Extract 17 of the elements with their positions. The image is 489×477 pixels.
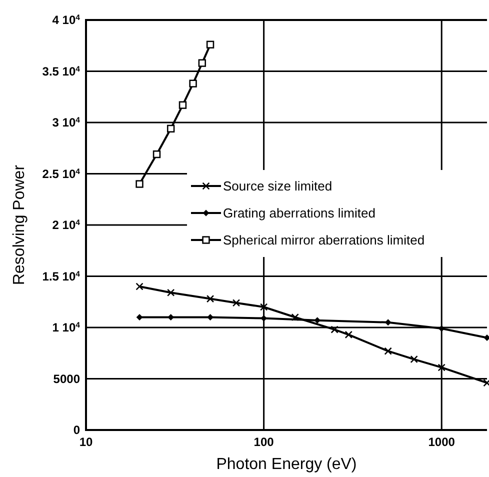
y-tick-label: 4 10$^{4}$ bbox=[52, 12, 81, 28]
x-tick-label: 1000 bbox=[428, 435, 456, 449]
y-axis-title: Resolving Power bbox=[11, 164, 28, 286]
y-tick-label: 3 10$^{4}$ bbox=[52, 115, 81, 130]
y-tick-label: 0 bbox=[73, 423, 80, 438]
x-axis-title: Photon Energy (eV) bbox=[216, 456, 357, 473]
y-tick-label: 3.5 10$^{4}$ bbox=[42, 64, 81, 78]
x-tick-label: 100 bbox=[254, 435, 274, 449]
y-tick-label: 2.5 10$^{4}$ bbox=[42, 166, 81, 181]
y-tick-label: 1.5 10$^{4}$ bbox=[42, 268, 81, 284]
legend-label: Spherical mirror aberrations limited bbox=[223, 232, 425, 248]
y-tick-label: 1 10$^{4}$ bbox=[52, 320, 81, 335]
x-tick-label: 10 bbox=[79, 435, 93, 449]
legend-label: Source size limited bbox=[223, 178, 332, 194]
y-tick-label: 2 10$^{4}$ bbox=[52, 218, 81, 232]
y-tick-label: 5000 bbox=[53, 372, 80, 386]
legend-label: Grating aberrations limited bbox=[223, 206, 376, 221]
